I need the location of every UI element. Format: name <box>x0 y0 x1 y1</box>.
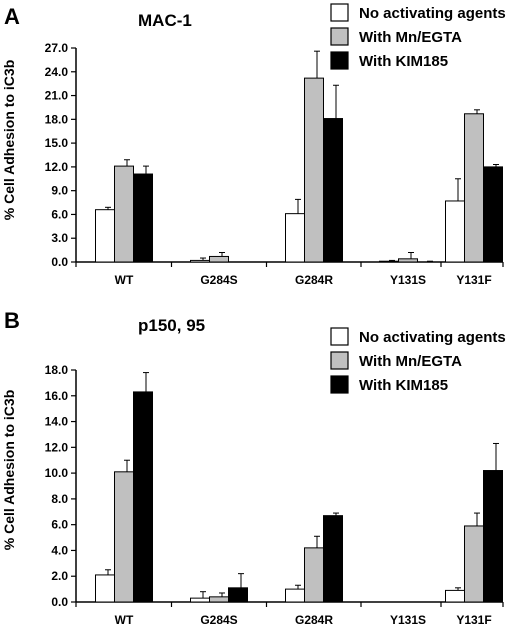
bar-g284s-series-2 <box>209 596 229 603</box>
bar-wt-series-1 <box>95 209 115 263</box>
bar-wt-series-1 <box>95 574 115 603</box>
y-tick-label: 9.0 <box>51 184 68 198</box>
x-tick-label: Y131S <box>390 613 426 626</box>
x-tick-label: G284S <box>200 273 237 287</box>
y-tick-label: 18.0 <box>45 363 69 377</box>
bar-g284r-series-3 <box>323 515 343 603</box>
legend-label: No activating agents <box>359 5 506 22</box>
x-tick-label: G284S <box>200 613 237 626</box>
panel-letter: A <box>4 4 20 29</box>
y-tick-label: 18.0 <box>45 112 69 126</box>
chart-title: p150, 95 <box>138 316 205 335</box>
bar-g284s-series-2 <box>209 255 229 263</box>
y-axis-label: % Cell Adhesion to iC3b <box>1 60 17 221</box>
bar-y131f-series-3 <box>483 470 503 603</box>
legend-swatch <box>330 375 349 394</box>
legend-label: With Mn/EGTA <box>359 353 462 370</box>
x-tick-label: Y131F <box>456 613 491 626</box>
bar-g284r-series-2 <box>304 547 324 603</box>
legend-label: With KIM185 <box>359 377 448 394</box>
bar-y131f-series-1 <box>445 200 465 263</box>
y-tick-label: 0.0 <box>51 255 68 269</box>
legend-label: No activating agents <box>359 329 506 346</box>
x-tick-label: G284R <box>295 273 333 287</box>
bar-g284r-series-2 <box>304 77 324 263</box>
y-tick-label: 15.0 <box>45 136 69 150</box>
x-tick-label: WT <box>115 273 134 287</box>
y-tick-label: 14.0 <box>45 415 69 429</box>
bar-g284r-series-1 <box>285 213 305 263</box>
y-tick-label: 4.0 <box>51 543 68 557</box>
y-axis-label: % Cell Adhesion to iC3b <box>1 390 17 551</box>
x-tick-label: WT <box>115 613 134 626</box>
y-tick-label: 0.0 <box>51 595 68 609</box>
bar-g284s-series-3 <box>228 587 248 603</box>
y-tick-label: 2.0 <box>51 569 68 583</box>
bar-y131f-series-2 <box>464 113 484 263</box>
bar-g284s-series-1 <box>190 259 210 263</box>
legend-swatch <box>330 3 349 22</box>
y-tick-label: 24.0 <box>45 65 69 79</box>
x-tick-label: G284R <box>295 613 333 626</box>
y-tick-label: 27.0 <box>45 41 69 55</box>
bar-y131s-series-2 <box>398 258 418 263</box>
bar-g284s-series-1 <box>190 597 210 603</box>
bar-wt-series-3 <box>133 173 153 263</box>
bar-y131f-series-1 <box>445 589 465 603</box>
bar-y131f-series-3 <box>483 166 503 263</box>
y-tick-label: 6.0 <box>51 518 68 532</box>
bar-g284r-series-1 <box>285 588 305 603</box>
legend-label: With Mn/EGTA <box>359 29 462 46</box>
chart-panel-a: A MAC-1 % Cell Adhesion to iC3b 0.0 3.0 6.0 9.… <box>1 3 506 287</box>
bar-wt-series-2 <box>114 471 134 603</box>
y-tick-label: 6.0 <box>51 207 68 221</box>
bar-y131s-series-1 <box>379 260 399 263</box>
panel-letter: B <box>4 308 20 333</box>
bar-y131f-series-2 <box>464 525 484 603</box>
x-tick-label: Y131F <box>456 273 491 287</box>
legend-label: With KIM185 <box>359 53 448 70</box>
x-tick-label: Y131S <box>390 273 426 287</box>
y-tick-label: 10.0 <box>45 466 69 480</box>
y-tick-label: 12.0 <box>45 160 69 174</box>
y-tick-label: 12.0 <box>45 440 69 454</box>
y-tick-label: 8.0 <box>51 492 68 506</box>
legend-swatch <box>330 27 349 46</box>
chart-title: MAC-1 <box>138 11 192 30</box>
y-tick-label: 16.0 <box>45 389 69 403</box>
legend-swatch <box>330 351 349 370</box>
bar-wt-series-2 <box>114 165 134 263</box>
y-tick-label: 21.0 <box>45 89 69 103</box>
bar-g284r-series-3 <box>323 118 343 263</box>
legend-swatch <box>330 51 349 70</box>
y-tick-label: 3.0 <box>51 231 68 245</box>
bar-wt-series-3 <box>133 391 153 603</box>
legend-swatch <box>330 327 349 346</box>
